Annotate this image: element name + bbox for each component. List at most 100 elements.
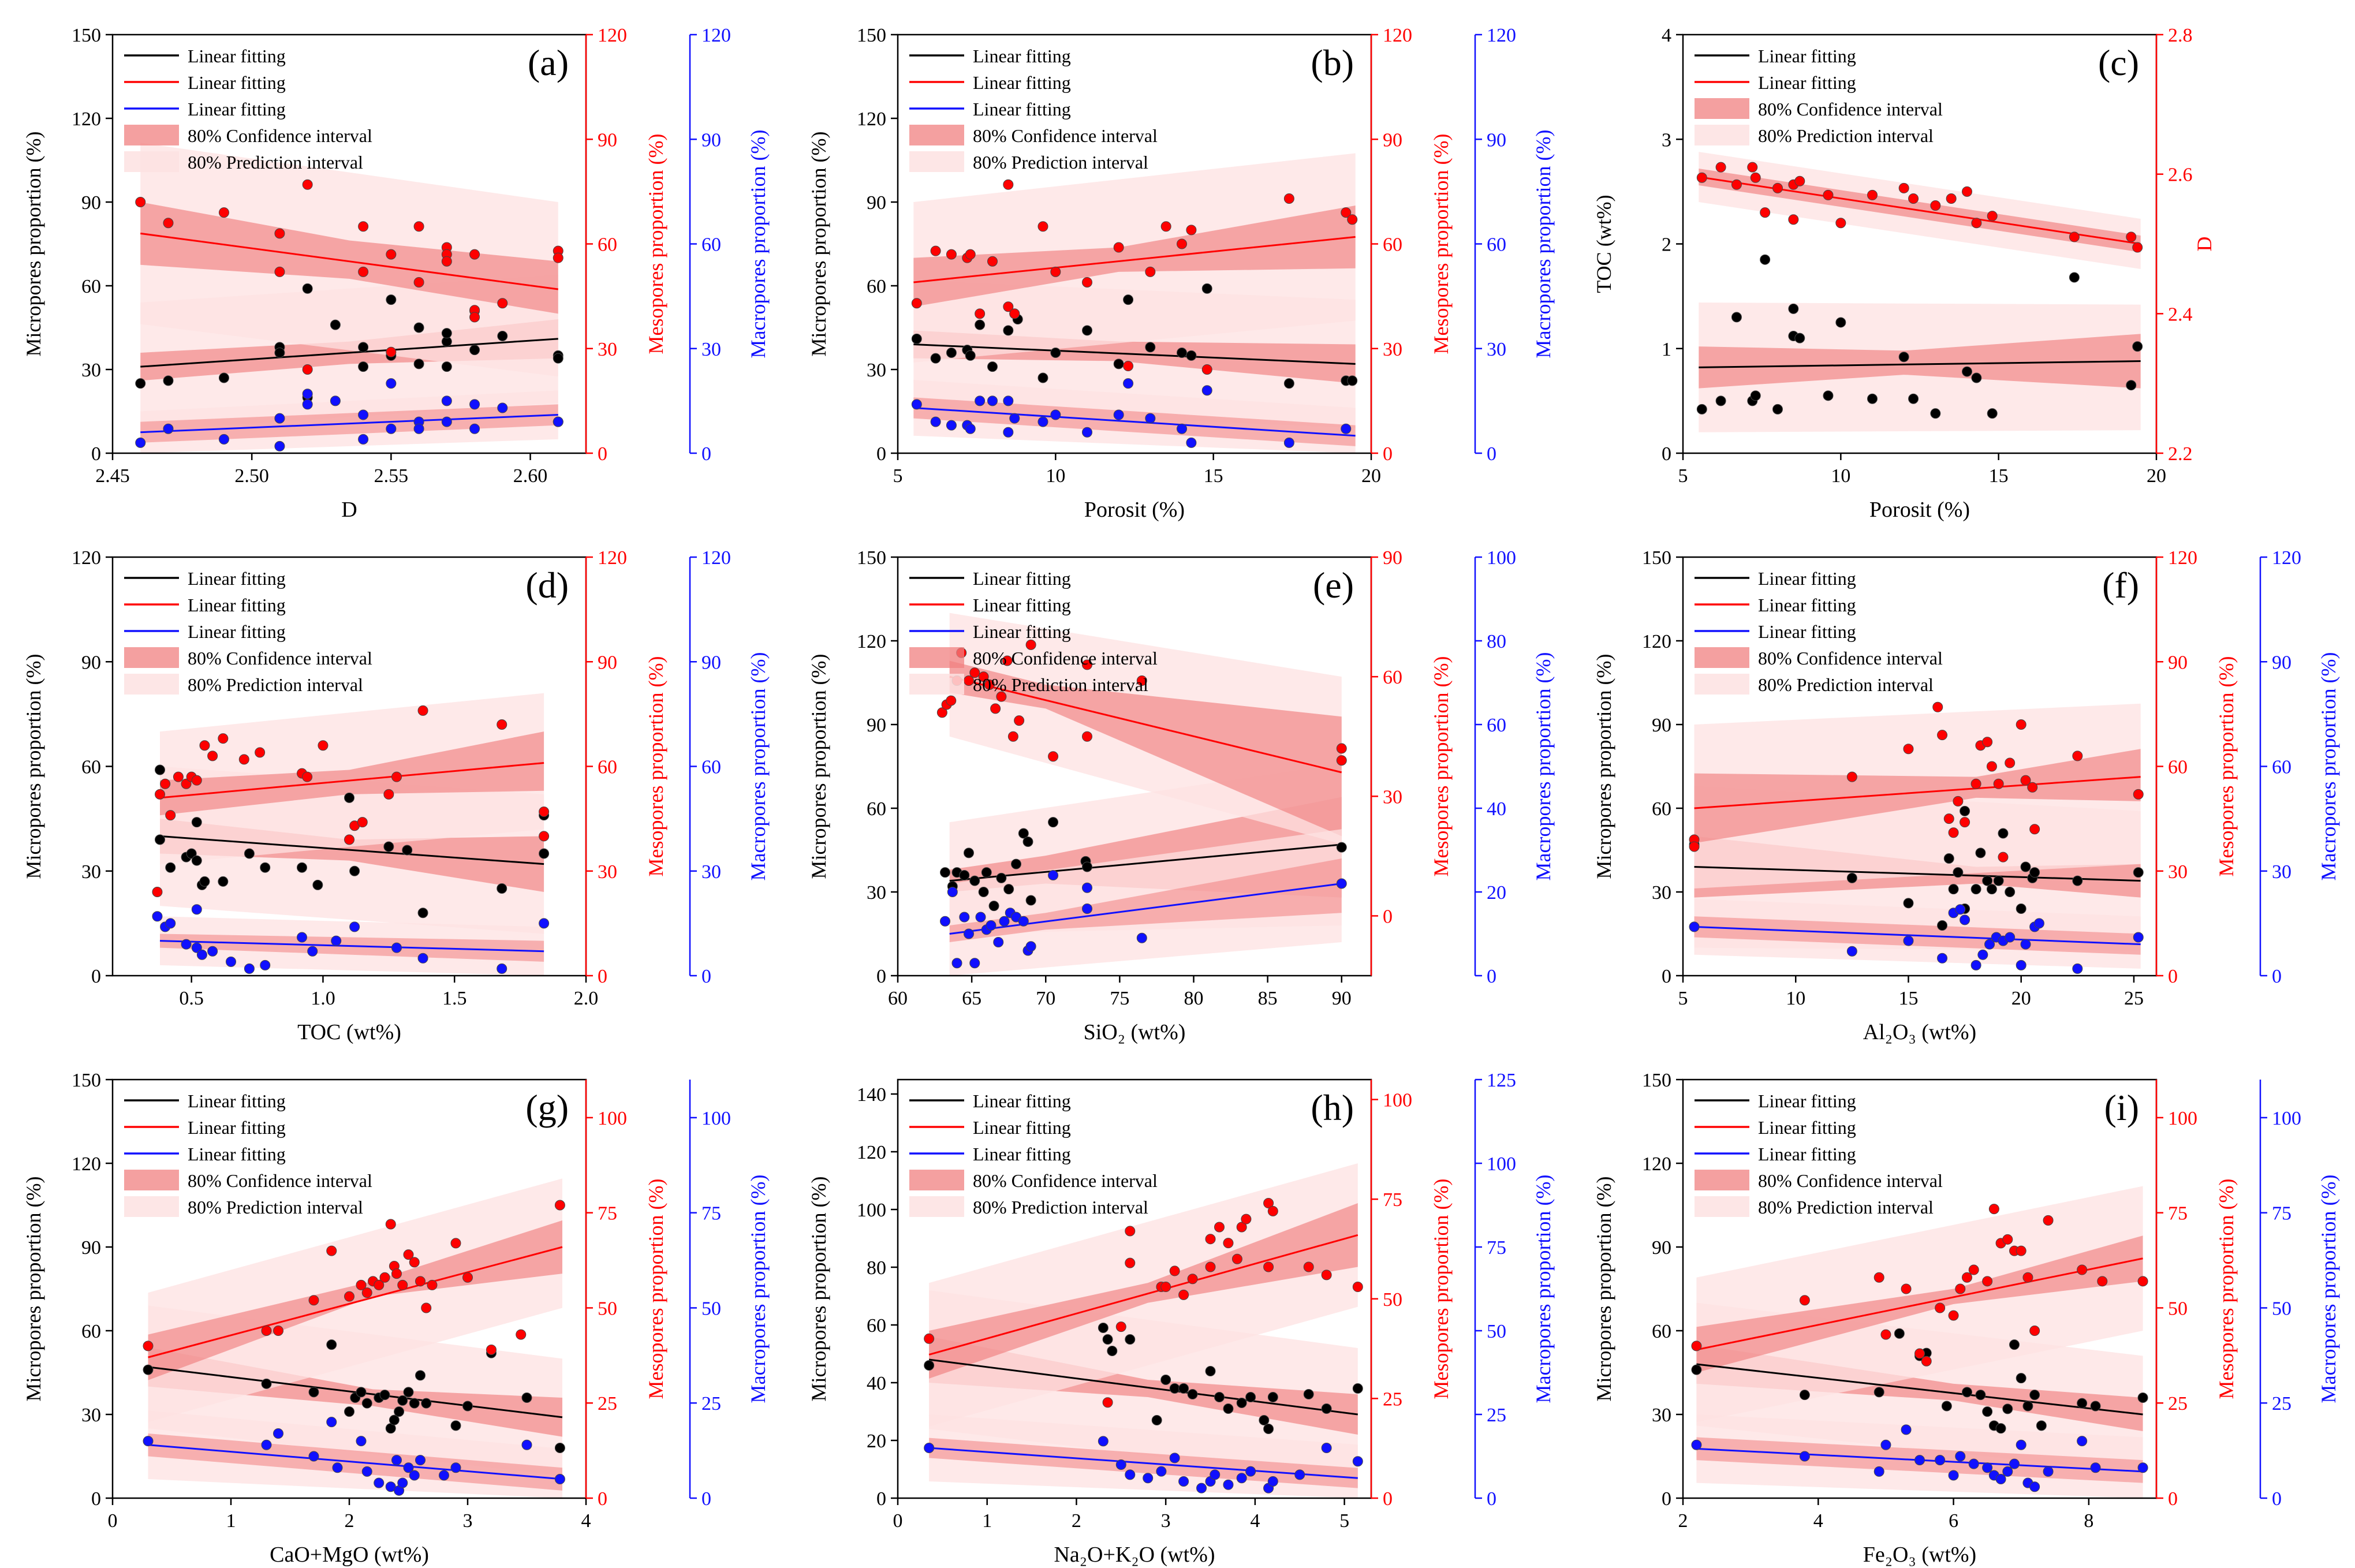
panel-label: (b) <box>1311 42 1354 83</box>
y-right-tick-label: 30 <box>598 861 617 883</box>
y-right2-tick-label: 0 <box>2272 966 2282 987</box>
point-micropores <box>312 879 323 890</box>
point-mesopores <box>1799 1295 1810 1306</box>
y-left-tick-label: 0 <box>1662 966 1671 987</box>
y-left-tick-label: 60 <box>1652 1321 1671 1342</box>
point-mesopores <box>409 1257 420 1268</box>
legend-label: Linear fitting <box>1758 1091 1856 1111</box>
point-macropores <box>226 956 236 967</box>
y-left-tick-label: 120 <box>1642 1153 1671 1175</box>
panel-label: (h) <box>1311 1087 1354 1128</box>
point-mesopores <box>397 1279 408 1290</box>
y-right-tick-label: 60 <box>1383 234 1402 256</box>
point-d <box>1731 179 1742 190</box>
point-macropores <box>1955 904 1966 915</box>
x-axis-label: Al₂O₃ (wt%) <box>1863 1020 1976 1044</box>
point-d <box>1946 193 1957 204</box>
fit-line-micropores <box>140 338 558 368</box>
point-macropores <box>1352 1456 1363 1467</box>
point-macropores <box>330 395 341 406</box>
point-d <box>1823 189 1834 200</box>
y-left-tick-label: 0 <box>91 966 101 987</box>
point-mesopores <box>1880 1329 1891 1340</box>
point-micropores <box>1098 1323 1109 1333</box>
point-micropores <box>965 350 976 361</box>
point-macropores <box>969 958 980 969</box>
point-micropores <box>349 865 360 876</box>
point-macropores <box>1984 939 1995 950</box>
point-micropores <box>981 867 992 878</box>
y-left-axis-label: Micropores proportion (%) <box>807 132 830 357</box>
y-left-tick-label: 30 <box>81 1405 101 1426</box>
point-micropores <box>1975 1390 1986 1401</box>
panel-label: (e) <box>1313 565 1354 606</box>
point-micropores <box>394 1406 405 1417</box>
legend-label: Linear fitting <box>188 1144 286 1164</box>
y-right-tick-label: 0 <box>598 1488 607 1510</box>
point-mesopores <box>1236 1222 1247 1233</box>
fit-line-macropores <box>949 883 1342 935</box>
legend-label: 80% Prediction interval <box>1758 125 1934 146</box>
y-right2-axis-label: Macropores proportion (%) <box>747 130 770 359</box>
point-macropores <box>2077 1436 2088 1447</box>
point-mesopores <box>417 705 428 716</box>
point-mesopores <box>1932 701 1943 712</box>
point-macropores <box>1156 1466 1167 1477</box>
legend-swatch <box>909 1170 964 1190</box>
y-right2-tick-label: 75 <box>2272 1203 2291 1224</box>
point-macropores <box>165 918 176 929</box>
x-tick-label: 8 <box>2084 1510 2093 1532</box>
point-micropores <box>1177 348 1187 358</box>
point-mesopores <box>361 1287 372 1298</box>
point-micropores <box>1336 842 1347 853</box>
y-left-tick-label: 150 <box>72 1070 101 1091</box>
point-mesopores <box>1115 1321 1126 1332</box>
point-d <box>1750 172 1761 183</box>
point-micropores <box>1082 325 1092 336</box>
point-mesopores <box>1187 1274 1198 1285</box>
point-mesopores <box>1082 277 1092 288</box>
point-macropores <box>911 399 922 410</box>
legend-label: Linear fitting <box>973 595 1071 615</box>
point-mesopores <box>2077 1264 2088 1275</box>
point-mesopores <box>1347 214 1358 225</box>
point-toc <box>1898 352 1909 363</box>
point-mesopores <box>946 695 957 706</box>
point-mesopores <box>2020 775 2031 786</box>
point-micropores <box>389 1414 400 1425</box>
point-macropores <box>539 918 550 929</box>
y-left-tick-label: 60 <box>81 757 101 778</box>
x-tick-label: 5 <box>1678 465 1688 487</box>
point-macropores <box>1955 1451 1966 1462</box>
panel-h: 0 1 2 3 4 5 Na₂O+K₂O (wt%) 0 20 40 60 80 100 120 140 Mi… <box>785 1045 1570 1567</box>
y-left-tick-label: 100 <box>857 1200 886 1221</box>
point-micropores <box>1113 359 1124 369</box>
y-right-tick-label: 25 <box>598 1393 617 1414</box>
point-micropores <box>441 361 452 372</box>
point-mesopores <box>2029 824 2040 835</box>
y-left-tick-label: 60 <box>1652 798 1671 820</box>
point-mesopores <box>1921 1356 1932 1367</box>
point-mesopores <box>1205 1234 1216 1245</box>
point-macropores <box>1236 1473 1247 1484</box>
y-right-tick-label: 0 <box>2168 1488 2178 1510</box>
point-toc <box>1930 408 1941 419</box>
y-left-tick-label: 150 <box>72 25 101 46</box>
x-tick-label: 90 <box>1332 988 1352 1009</box>
legend-label: 80% Prediction interval <box>973 152 1148 173</box>
point-toc <box>1962 366 1972 377</box>
x-axis-label: Na₂O+K₂O (wt%) <box>1054 1543 1215 1567</box>
point-mesopores <box>358 221 369 232</box>
point-mesopores <box>924 1333 935 1344</box>
y-left-tick-label: 120 <box>857 109 886 130</box>
y-right2-axis-label: Macropores proportion (%) <box>1532 1175 1555 1403</box>
y-right2-tick-label: 30 <box>2272 861 2291 883</box>
legend-label: Linear fitting <box>973 46 1071 66</box>
point-micropores <box>1982 1406 1993 1417</box>
point-micropores <box>1982 875 1993 886</box>
point-mesopores <box>2027 782 2038 793</box>
point-macropores <box>361 1466 372 1477</box>
point-mesopores <box>2016 1245 2026 1256</box>
legend-label: Linear fitting <box>1758 568 1856 589</box>
confidence-band-toc <box>1699 334 2141 389</box>
